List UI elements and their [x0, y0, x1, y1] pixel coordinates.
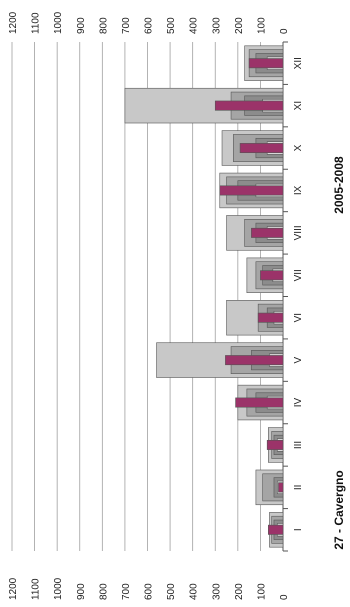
tick-label-top: 800: [98, 17, 109, 34]
bar-series-5-III: [266, 439, 284, 450]
category-label: IV: [293, 397, 304, 407]
tick-label-bottom: 1000: [53, 577, 64, 600]
category-label: V: [293, 356, 304, 363]
tick-label-top: 1000: [53, 11, 64, 34]
category-label: X: [293, 144, 304, 151]
tick-label-bottom: 300: [211, 583, 222, 600]
category-label: XII: [293, 57, 304, 69]
category-label: II: [293, 485, 304, 491]
tick-label-bottom: 200: [234, 583, 245, 600]
tick-label-top: 100: [256, 17, 267, 34]
bar-series-5-XI: [214, 100, 284, 111]
bar-series-5-II: [278, 482, 284, 493]
bar-series-5-X: [239, 143, 284, 154]
chart-subtitle: 2005-2008: [332, 156, 346, 214]
value-ticks-bottom: 0 100 200 300 400 500 600 700 800 900 1000 1100 1200: [8, 577, 290, 600]
chart-title: 27 - Cavergno: [332, 470, 346, 549]
tick-label-top: 900: [76, 17, 87, 34]
bars: [124, 45, 284, 548]
tick-label-top: 600: [144, 17, 155, 34]
bar-series-5-V: [225, 355, 284, 366]
tick-label-bottom: 100: [256, 583, 267, 600]
tick-label-top: 400: [189, 17, 200, 34]
tick-label-top: 500: [166, 17, 177, 34]
tick-label-bottom: 1100: [31, 578, 42, 600]
bar-series-5-XII: [248, 58, 284, 69]
bar-series-5-I: [268, 524, 284, 535]
value-ticks-top: 0 100 200 300 400 500 600 700 800 900 1000 1100 1200: [8, 11, 290, 34]
tick-label-bottom: 500: [166, 583, 177, 600]
tick-label-bottom: 0: [279, 594, 290, 600]
tick-label-bottom: 700: [121, 583, 132, 600]
gridlines: [11, 41, 288, 552]
category-label: VIII: [293, 225, 304, 240]
tick-label-top: 300: [211, 17, 222, 34]
bar-series-5-IV: [235, 397, 284, 408]
tick-label-bottom: 400: [189, 583, 200, 600]
bar-series-5-VII: [260, 270, 284, 281]
category-label: IX: [293, 185, 304, 195]
category-label: I: [293, 528, 304, 531]
tick-label-top: 0: [279, 28, 290, 34]
category-label: VII: [293, 269, 304, 281]
tick-label-top: 200: [234, 17, 245, 34]
bar-series-5-IX: [219, 185, 284, 196]
bar-series-5-VI: [257, 312, 284, 323]
tick-label-bottom: 600: [144, 583, 155, 600]
tick-label-bottom: 1200: [8, 577, 19, 600]
bar-series-5-VIII: [251, 227, 284, 238]
tick-label-top: 1200: [8, 11, 19, 34]
tick-label-bottom: 900: [76, 583, 87, 600]
tick-label-bottom: 800: [98, 583, 109, 600]
category-label: III: [293, 441, 304, 449]
tick-label-top: 700: [121, 17, 132, 34]
category-label: VI: [293, 313, 304, 322]
tick-label-top: 1100: [31, 12, 42, 34]
category-label: XI: [293, 101, 304, 110]
